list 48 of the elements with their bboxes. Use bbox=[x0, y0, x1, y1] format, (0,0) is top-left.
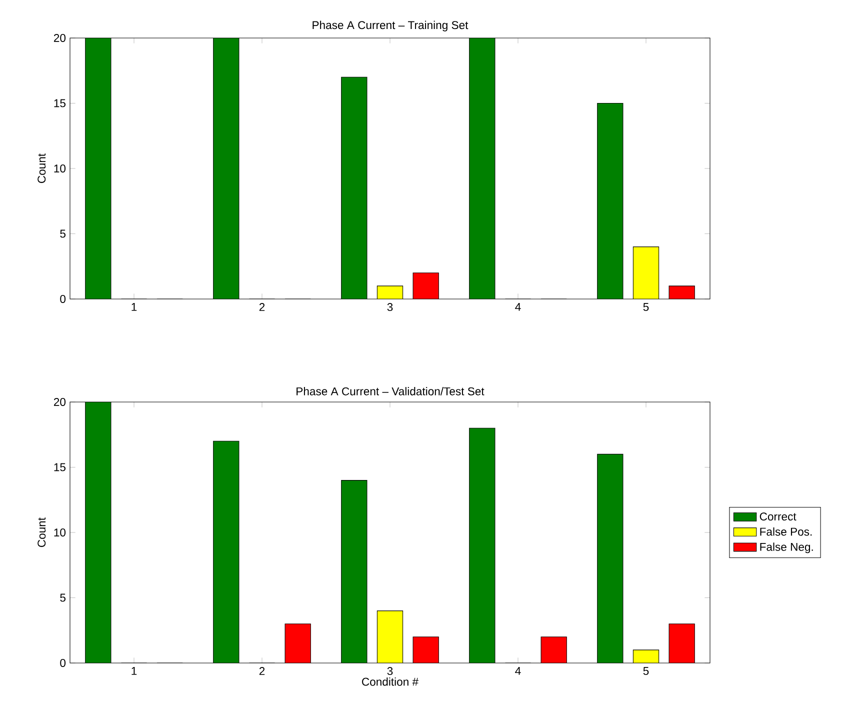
y-tick-label: 0 bbox=[60, 295, 66, 303]
legend-label: Correct bbox=[760, 512, 796, 521]
legend-label: False Pos. bbox=[760, 527, 812, 536]
y-tick-label: 20 bbox=[54, 34, 66, 42]
bar bbox=[376, 610, 404, 663]
y-tick-label: 15 bbox=[54, 99, 66, 108]
bar bbox=[540, 636, 567, 663]
bar bbox=[668, 286, 695, 299]
bar bbox=[377, 286, 403, 299]
bar bbox=[632, 246, 660, 299]
x-tick-label: 4 bbox=[515, 667, 521, 675]
bar bbox=[213, 38, 240, 299]
x-tick-label: 5 bbox=[643, 667, 649, 675]
y-tick-label: 10 bbox=[54, 528, 66, 536]
x-tick-label: 3 bbox=[387, 667, 393, 676]
y-tick-label: 15 bbox=[54, 463, 66, 472]
bar bbox=[668, 624, 695, 663]
bar bbox=[284, 624, 311, 663]
bar bbox=[469, 38, 496, 299]
bar bbox=[85, 402, 112, 663]
y-tick-label: 20 bbox=[54, 398, 66, 406]
y-tick-label: 10 bbox=[54, 164, 66, 172]
x-tick-label: 1 bbox=[132, 667, 137, 675]
bar bbox=[341, 480, 368, 663]
x-tick-label: 2 bbox=[259, 667, 265, 675]
bar bbox=[341, 76, 368, 299]
bar bbox=[632, 650, 660, 663]
bar bbox=[412, 636, 439, 663]
x-axis-title: Condition # bbox=[362, 677, 418, 686]
bar bbox=[213, 440, 240, 663]
y-axis-title: Count bbox=[38, 518, 46, 547]
x-tick-label: 4 bbox=[515, 303, 521, 311]
bar bbox=[597, 454, 624, 663]
bar bbox=[85, 38, 112, 299]
bar bbox=[469, 428, 496, 663]
chart-title: Phase A Current – Validation/Test Set bbox=[296, 387, 484, 396]
y-tick-label: 5 bbox=[60, 594, 66, 602]
x-tick-label: 5 bbox=[643, 303, 649, 311]
y-tick-label: 5 bbox=[60, 230, 66, 238]
x-tick-label: 3 bbox=[387, 303, 393, 312]
x-tick-label: 2 bbox=[259, 303, 265, 311]
y-tick-label: 0 bbox=[60, 659, 66, 667]
y-axis-title: Count bbox=[38, 154, 46, 183]
x-tick-label: 1 bbox=[132, 303, 137, 311]
legend-label: False Neg. bbox=[760, 542, 813, 554]
bar bbox=[412, 272, 439, 299]
bar bbox=[597, 102, 624, 299]
chart-title: Phase A Current – Training Set bbox=[312, 20, 468, 32]
